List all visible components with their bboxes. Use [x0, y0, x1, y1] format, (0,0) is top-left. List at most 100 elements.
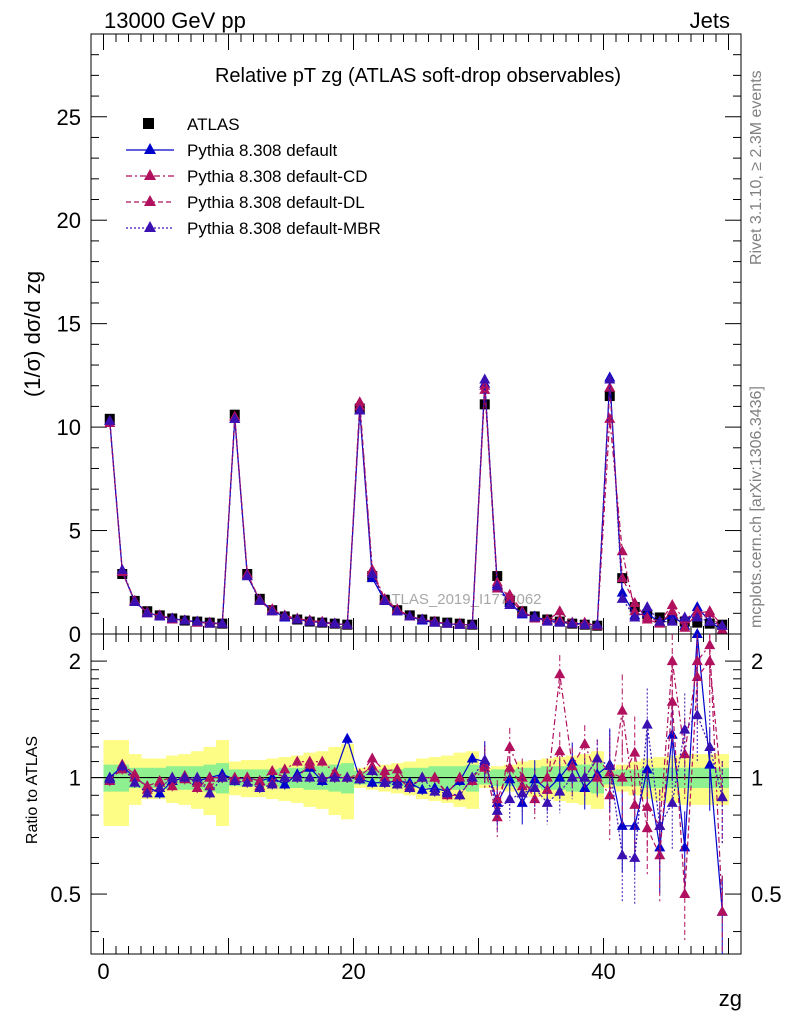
- main-point-s2: [554, 605, 566, 616]
- ratio-point-s3: [641, 718, 653, 729]
- ratio-point-s3: [566, 771, 578, 782]
- main-point-s3: [629, 596, 641, 607]
- ratio-point-s3: [541, 796, 553, 807]
- main-point-s4: [191, 615, 203, 626]
- ratio-point-s3: [254, 781, 266, 792]
- ratio-point-s2: [429, 771, 441, 782]
- ratio-point-s3: [491, 804, 503, 815]
- ratio-point-s3: [266, 778, 278, 789]
- main-point-s4: [491, 580, 503, 591]
- main-point-s4: [291, 613, 303, 624]
- ratio-point-s3: [379, 776, 391, 787]
- ratio-point-s1: [504, 740, 516, 751]
- ratio-point-s3: [604, 760, 616, 771]
- main-point-s3: [679, 621, 691, 632]
- header-right-label: Jets: [690, 8, 730, 33]
- legend-label-1: Pythia 8.308 default: [187, 141, 338, 160]
- ratio-point-s3: [704, 740, 716, 751]
- main-point-s4: [541, 615, 553, 626]
- ratio-point-s1: [204, 780, 216, 791]
- main-point-s4: [579, 618, 591, 629]
- ratio-point-s1: [291, 755, 303, 766]
- ratio-point-s0: [466, 752, 478, 763]
- ratio-y-tick-label-2: 2: [69, 649, 81, 674]
- main-point-s2: [629, 605, 641, 616]
- ratio-point-s1: [166, 780, 178, 791]
- ratio-point-s1: [579, 738, 591, 749]
- ratio-y-tick-label-right-0: 0.5: [751, 882, 782, 907]
- ratio-point-s2: [629, 746, 641, 757]
- main-point-s4: [354, 404, 366, 415]
- ratio-point-s0: [366, 776, 378, 787]
- ratio-point-s2: [691, 670, 703, 681]
- main-point-s4: [454, 618, 466, 629]
- main-y-tick-label-2: 10: [57, 415, 81, 440]
- ratio-y-tick-label-right-2: 2: [751, 649, 763, 674]
- ratio-point-s3: [191, 771, 203, 782]
- ratio-point-s2: [266, 764, 278, 775]
- ratio-point-s3: [516, 787, 528, 798]
- ratio-point-s3: [116, 760, 128, 771]
- main-y-axis-label: (1/σ) dσ/d zg: [20, 271, 45, 397]
- x-axis-label: zg: [719, 986, 742, 1011]
- ratio-point-s3: [716, 791, 728, 802]
- legend-label-4: Pythia 8.308 default-MBR: [187, 219, 381, 238]
- ratio-point-s1: [666, 655, 678, 666]
- ratio-point-s3: [416, 771, 428, 782]
- main-point-s4: [316, 616, 328, 627]
- ratio-point-s3: [454, 789, 466, 800]
- main-point-s4: [116, 563, 128, 574]
- ratio-point-s2: [541, 771, 553, 782]
- ratio-series-line-3: [109, 713, 723, 859]
- main-point-s4: [329, 617, 341, 628]
- ratio-point-s1: [629, 798, 641, 809]
- main-point-s4: [129, 595, 141, 606]
- main-point-s4: [141, 607, 153, 618]
- ratio-point-s2: [254, 774, 266, 785]
- main-point-s4: [516, 607, 528, 618]
- ratio-point-s3: [679, 723, 691, 734]
- main-y-tick-label-1: 5: [69, 519, 81, 544]
- legend: ATLAS Pythia 8.308 default Pythia 8.308 de…: [126, 115, 381, 238]
- main-point-s4: [591, 618, 603, 629]
- legend-marker-2: [144, 169, 156, 180]
- ratio-point-s0: [416, 783, 428, 794]
- ratio-point-s2: [241, 771, 253, 782]
- main-point-s4: [241, 570, 253, 581]
- x-tick-label-0: 0: [97, 959, 109, 984]
- ratio-point-s2: [204, 771, 216, 782]
- ratio-point-s2: [679, 888, 691, 899]
- main-point-s4: [479, 373, 491, 384]
- ratio-point-s1: [379, 764, 391, 775]
- ratio-point-s3: [141, 787, 153, 798]
- ratio-point-s2: [641, 822, 653, 833]
- x-tick-label-2: 40: [591, 959, 615, 984]
- legend-marker-1: [144, 143, 156, 154]
- ratio-point-s3: [554, 785, 566, 796]
- ratio-point-s3: [354, 773, 366, 784]
- ratio-point-s3: [329, 771, 341, 782]
- ratio-point-s0: [691, 628, 703, 638]
- legend-marker-atlas: [143, 118, 154, 129]
- ratio-point-s0: [279, 778, 291, 789]
- ratio-y-tick-label-right-1: 1: [751, 766, 763, 791]
- legend-label-0: ATLAS: [187, 115, 240, 134]
- main-point-s4: [229, 412, 241, 423]
- ratio-point-s3: [291, 771, 303, 782]
- main-y-tick-label-5: 25: [57, 105, 81, 130]
- main-point-s3: [666, 605, 678, 616]
- ratio-point-s0: [641, 763, 653, 774]
- main-point-s4: [154, 610, 166, 621]
- main-point-s4: [204, 617, 216, 628]
- ratio-point-s3: [591, 752, 603, 763]
- main-y-tick-label-0: 0: [69, 622, 81, 647]
- main-point-s2: [604, 412, 616, 423]
- main-point-s4: [629, 611, 641, 622]
- ratio-panel: Ratio to ATLAS 0.5 0.5 1 1 2 2 0 20 40 zg: [24, 628, 782, 1011]
- ratio-point-s2: [191, 781, 203, 792]
- x-ticks: 0 20 40: [97, 634, 729, 984]
- ratio-point-s3: [391, 778, 403, 789]
- ratio-point-s3: [654, 819, 666, 830]
- ratio-point-s3: [229, 774, 241, 785]
